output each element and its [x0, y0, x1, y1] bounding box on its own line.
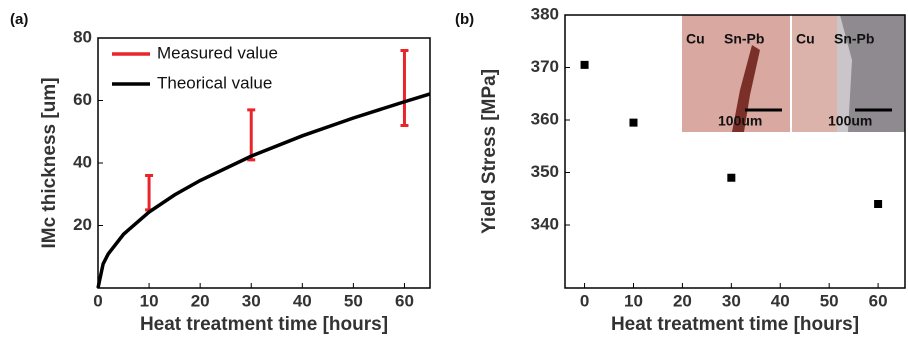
- y-tick-label: 370: [531, 57, 559, 76]
- panel-label: (b): [455, 11, 474, 28]
- x-tick-label: 20: [673, 291, 692, 310]
- legend-label: Measured value: [157, 43, 278, 62]
- y-tick-label: 380: [531, 4, 559, 23]
- x-tick-label: 0: [93, 291, 102, 310]
- x-tick-label: 50: [344, 291, 363, 310]
- point: [874, 200, 882, 208]
- inset-label: Sn-Pb: [724, 31, 764, 47]
- y-tick-label: 350: [531, 162, 559, 181]
- x-tick-label: 40: [293, 291, 312, 310]
- inset-scale-label: 100um: [828, 113, 872, 129]
- x-tick-label: 60: [869, 291, 888, 310]
- x-tick-label: 30: [242, 291, 261, 310]
- x-tick-label: 30: [722, 291, 741, 310]
- y-axis-title: IMc thickness [um]: [39, 77, 60, 248]
- x-tick-label: 10: [140, 291, 159, 310]
- inset-label: Cu: [686, 31, 705, 47]
- x-tick-label: 50: [820, 291, 839, 310]
- y-tick-label: 80: [73, 27, 92, 46]
- x-tick-label: 40: [771, 291, 790, 310]
- point: [581, 61, 589, 69]
- point: [629, 119, 637, 127]
- point: [727, 174, 735, 182]
- legend-label: Theorical value: [157, 73, 272, 92]
- y-tick-label: 60: [73, 90, 92, 109]
- y-tick-label: 40: [73, 152, 92, 171]
- x-tick-label: 10: [624, 291, 643, 310]
- y-tick-label: 340: [531, 214, 559, 233]
- y-tick-label: 360: [531, 109, 559, 128]
- x-axis-title: Heat treatment time [hours]: [140, 314, 388, 335]
- error-bar: [247, 110, 255, 160]
- inset-label: Cu: [796, 31, 815, 47]
- figure: (a) (b) 0 10 20 30 40 50 60 20 40 60 80 Heat treatm…: [0, 0, 908, 339]
- inset-label: Sn-Pb: [834, 31, 874, 47]
- y-tick-label: 20: [73, 215, 92, 234]
- x-tick-label: 20: [191, 291, 210, 310]
- x-tick-label: 60: [395, 291, 414, 310]
- inset-scale-label: 100um: [718, 113, 762, 129]
- x-axis-title: Heat treatment time [hours]: [611, 314, 859, 335]
- error-bar: [145, 176, 153, 210]
- error-bar: [400, 51, 408, 126]
- y-axis-title: Yield Stress [MPa]: [479, 69, 500, 234]
- x-tick-label: 0: [580, 291, 589, 310]
- panel-label: (a): [10, 11, 28, 28]
